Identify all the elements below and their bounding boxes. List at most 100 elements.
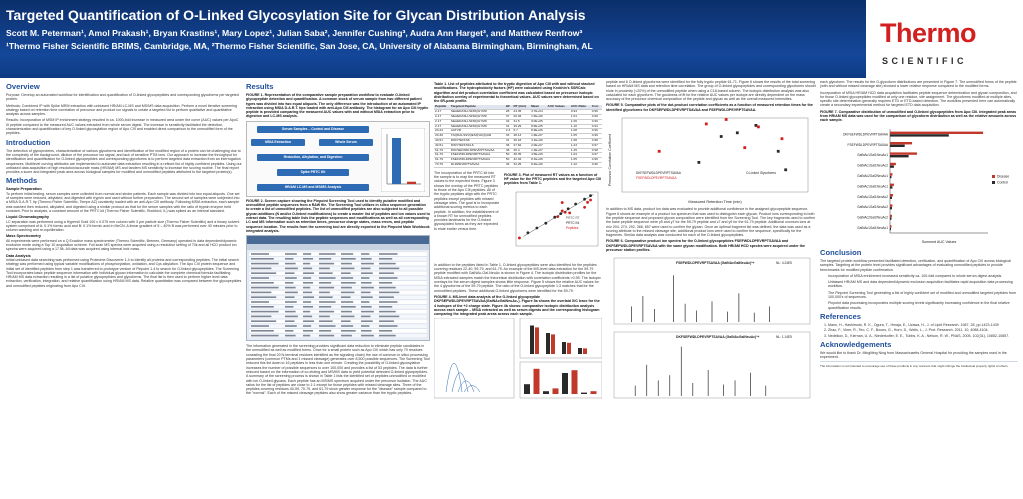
table-cell: 2.3 [504, 129, 513, 135]
grid-cell-text [303, 277, 312, 279]
lc-heading: Liquid Chromatography [6, 215, 50, 220]
isotope-bar [562, 342, 566, 355]
data-point [724, 118, 728, 121]
figure-6-caption: FIGURE 6. Comparative product ion spectr… [606, 239, 806, 253]
grid-cell-text [341, 258, 356, 260]
glycopeptide-text: In addition to the peptides listed in Ta… [434, 262, 601, 293]
grid-cell-text [341, 334, 352, 337]
table-cell: 0.96 [590, 129, 602, 135]
category-label: FSEFWDLDPEVRPTSAVAA [848, 142, 889, 146]
x-axis-label: Measured Retention Time (min) [688, 200, 742, 204]
category-label: GalNAc1Gal1NeuAc1 [857, 184, 888, 188]
reference-item: Nedelkov, D., Kiernan, U. A., Niederkofl… [828, 334, 1018, 338]
table-cell: 26.03 [512, 114, 531, 120]
grid-cell-text [303, 267, 313, 270]
grid-row [248, 256, 428, 262]
bar [890, 206, 892, 210]
grid-cell-text [361, 262, 374, 265]
data-point [583, 205, 586, 209]
grid-cell-text [303, 301, 312, 303]
grid-cell-text [285, 334, 296, 337]
grid-cell-text [319, 296, 333, 299]
data-point [784, 168, 788, 172]
bar [890, 224, 892, 228]
lc-text: LC separation was performed using a Hype… [6, 219, 240, 233]
histogram-bar [562, 373, 568, 395]
table-cell: 2.0E+07 [530, 143, 547, 149]
grid-cell-text [379, 253, 398, 255]
grid-cell-text [285, 262, 296, 265]
grid-cell-text [319, 277, 336, 279]
toolbar-strip [247, 244, 429, 251]
grid-cell-text [251, 286, 279, 289]
table-cell: DWVTEFFSK [449, 138, 505, 144]
data-analysis-text: Initial unbiased data searching was perf… [6, 257, 242, 288]
table-cell: 2-17 [434, 109, 450, 116]
figure-1-caption: FIGURE 1. Representation of the comparat… [246, 93, 429, 119]
table-cell: 8.1E+06 [530, 157, 547, 164]
grid-cell-text [319, 262, 335, 265]
histogram-bar [552, 388, 559, 395]
footer-rule [820, 361, 1018, 363]
table-cell: DKFSEFWDLDPEVRPTSAVAA [449, 148, 505, 154]
grid-cell-text [303, 325, 312, 327]
table-1-header-cell: RT (min) [512, 104, 531, 111]
poster-title: Targeted Quantification of O-Linked Glyc… [6, 7, 586, 23]
grid-row [248, 314, 428, 319]
list-item: Unbiased HR/AM MS and data dependent/dyn… [828, 280, 1018, 289]
grid-cell-text [251, 334, 279, 337]
grid-cell-text [303, 291, 313, 294]
table-cell: 2-17 [434, 119, 450, 125]
acknowledgements-text: We would like to thank Dr. Mingliting Ni… [820, 350, 1007, 360]
table-row: 40-51 DWVTEFFSK 31 36.18 3.1E+06 1.08 0.98 [434, 138, 602, 144]
grid-cell-text [251, 267, 272, 270]
grid-cell-text [285, 296, 295, 299]
table-cell: 8.9E+06 [530, 129, 547, 135]
ms-heading: Mass Spectrometry [6, 234, 42, 239]
grid-cell-text [251, 253, 269, 255]
column-3: Table 1. List of peptides attributed to … [434, 80, 602, 498]
table-cell: 61-79 [434, 157, 450, 164]
table-cell: 32.04 [512, 157, 531, 164]
category-label: GalNAc1Gal1NeuAc1 [857, 153, 888, 157]
grid-cell-text [319, 286, 335, 289]
grid-cell-text [319, 306, 332, 308]
table-cell: 50 [504, 157, 513, 164]
grid-cell-text [319, 301, 336, 303]
grid-cell-text [341, 291, 355, 294]
table-row: 2-17 SEAEDASLLSFMQGYMK 37 26.03 1.5E+06 1.01 0… [434, 114, 602, 120]
histogram-bar [407, 181, 416, 184]
grid-cell-text [285, 330, 294, 332]
grid-cell-text [341, 310, 352, 313]
table-cell: 28 [504, 109, 513, 116]
grid-cell-text [379, 286, 396, 289]
table-row: 2-17 SEAEDASLLSFMQGYMK 31 29.29 8.9E+05 1.10 0… [434, 124, 602, 130]
methods-heading: Methods [6, 176, 38, 186]
grid-cell-text [285, 253, 297, 255]
grid-cell-text [341, 282, 356, 284]
grid-cell-text [361, 277, 370, 279]
figure-3-caption: FIGURE 3. Plot of measured RT values as … [504, 172, 602, 186]
author-list: Scott M. Peterman¹, Amol Prakash¹, Bryan… [6, 28, 583, 38]
data-point [743, 146, 747, 150]
table-cell: 6.7 [512, 129, 531, 135]
results-heading: Results [246, 82, 274, 91]
table-cell: 0.94 [569, 109, 591, 116]
table-row: 2-17 SEAEDASLLSFMQGYMK 28 24.45 3.7E+04 0.94 0… [434, 109, 602, 116]
table-cell: FSEFWDLDPEVRPTSAVAA [449, 153, 505, 159]
table-cell: SEAEDASLLSFMQGYMK [449, 119, 505, 125]
data-point [657, 149, 661, 153]
table-cell: DWVTEFFSKLK [449, 143, 505, 149]
plot-area [621, 117, 809, 193]
grid-cell-text [319, 282, 332, 284]
col5-intro-text: each glycoform. The results for the O-gl… [820, 80, 1017, 89]
spectrum-panel [613, 332, 811, 399]
grid-cell-text [361, 267, 371, 270]
table-cell: 0.96 [590, 162, 602, 168]
data-point [518, 236, 521, 240]
normalization-level: NL: 4.24E5 [776, 261, 792, 265]
grid-cell-text [379, 320, 394, 323]
histogram-bar [543, 391, 549, 395]
col4-intro-text: peptide and 6 O-linked glycoforms were i… [606, 80, 816, 102]
trend-line [523, 193, 594, 237]
